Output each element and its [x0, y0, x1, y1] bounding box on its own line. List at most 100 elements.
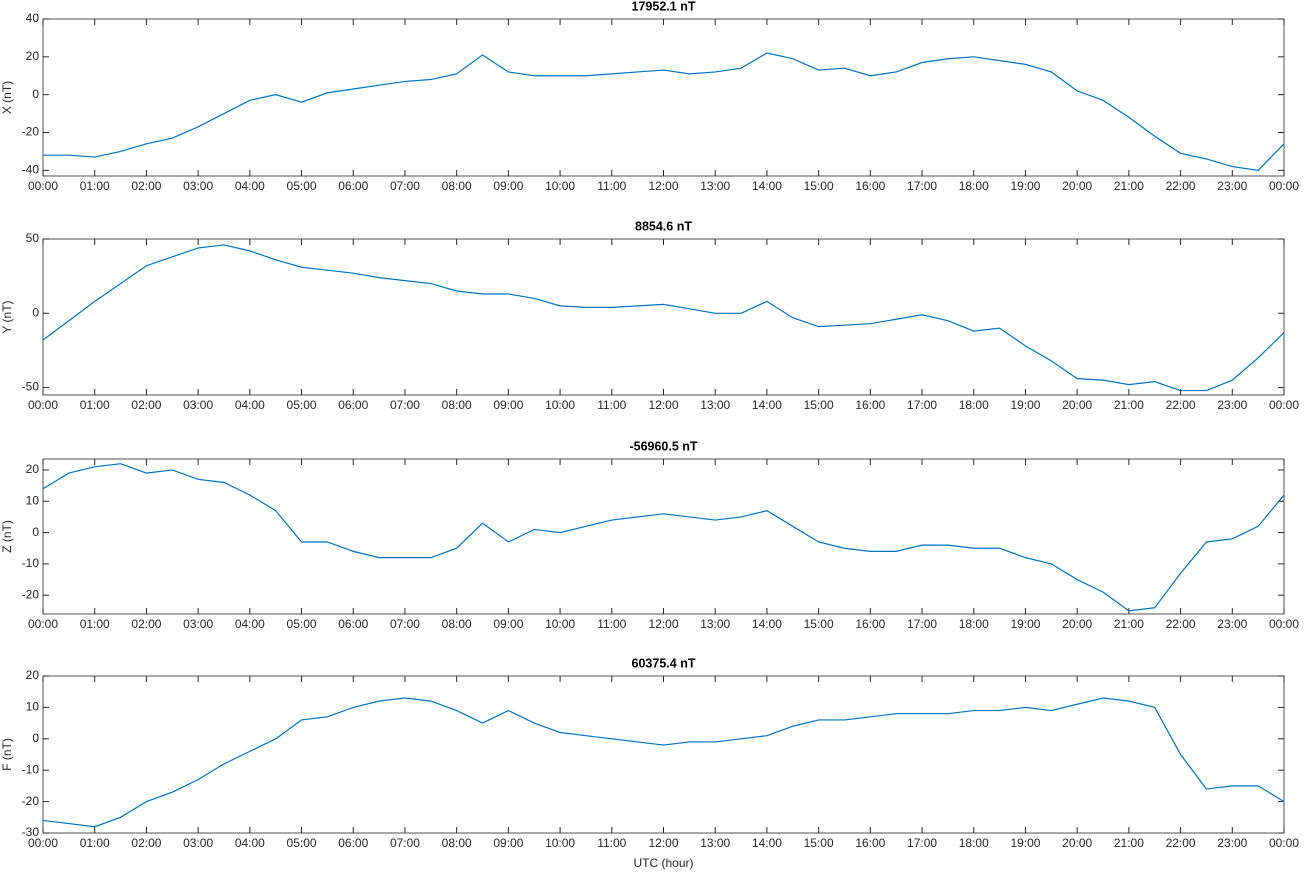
x-tick-label: 00:00 [1269, 617, 1299, 631]
x-tick-label: 12:00 [648, 398, 678, 412]
x-tick-label: 05:00 [287, 398, 317, 412]
data-line [42, 244, 1285, 392]
x-tick-label: 21:00 [1114, 836, 1144, 850]
x-tick-label: 10:00 [545, 836, 575, 850]
x-tick-label: 16:00 [855, 398, 885, 412]
plot-area [42, 675, 1285, 834]
x-tick-label: 01:00 [80, 179, 110, 193]
plot-area [42, 238, 1285, 396]
x-tick-label: 00:00 [1269, 836, 1299, 850]
x-tick-label: 19:00 [1010, 836, 1040, 850]
x-tick-label: 01:00 [80, 836, 110, 850]
x-tick-label: 14:00 [752, 836, 782, 850]
chart-title: 17952.1 nT [632, 0, 696, 13]
x-tick-label: 09:00 [493, 836, 523, 850]
x-tick-label: 08:00 [442, 617, 472, 631]
x-tick-label: 03:00 [183, 617, 213, 631]
x-tick-label: 02:00 [131, 398, 161, 412]
chart-title: 60375.4 nT [632, 656, 696, 670]
y-axis-label: F (nT) [0, 738, 14, 771]
x-tick-label: 08:00 [442, 179, 472, 193]
x-tick-label: 06:00 [338, 398, 368, 412]
chart-title: -56960.5 nT [629, 439, 697, 453]
y-tick-label: 10 [26, 700, 40, 714]
x-tick-label: 00:00 [1269, 398, 1299, 412]
x-tick-label: 04:00 [235, 617, 265, 631]
x-tick-label: 10:00 [545, 179, 575, 193]
x-tick-label: 20:00 [1062, 179, 1092, 193]
data-line [42, 463, 1285, 612]
x-tick-label: 21:00 [1114, 398, 1144, 412]
x-tick-label: 02:00 [131, 179, 161, 193]
x-tick-label: 02:00 [131, 836, 161, 850]
x-tick-label: 10:00 [545, 617, 575, 631]
x-tick-label: 19:00 [1010, 398, 1040, 412]
x-tick-label: 22:00 [1166, 836, 1196, 850]
x-tick-label: 12:00 [648, 617, 678, 631]
plot-area [42, 18, 1285, 177]
x-tick-label: 18:00 [959, 398, 989, 412]
x-tick-label: 10:00 [545, 398, 575, 412]
x-tick-label: 05:00 [287, 617, 317, 631]
x-tick-label: 09:00 [493, 398, 523, 412]
x-tick-label: 00:00 [28, 617, 58, 631]
x-tick-label: 04:00 [235, 179, 265, 193]
x-tick-label: 16:00 [855, 179, 885, 193]
y-axis-label: X (nT) [0, 81, 14, 114]
x-tick-label: 11:00 [597, 398, 626, 412]
y-tick-label: -20 [22, 125, 40, 139]
x-tick-label: 14:00 [752, 398, 782, 412]
x-tick-label: 03:00 [183, 398, 213, 412]
x-tick-label: 20:00 [1062, 617, 1092, 631]
x-tick-label: 18:00 [959, 179, 989, 193]
x-tick-label: 12:00 [648, 836, 678, 850]
x-tick-label: 11:00 [597, 617, 626, 631]
x-tick-label: 16:00 [855, 836, 885, 850]
x-tick-label: 00:00 [28, 179, 58, 193]
y-tick-label: -10 [22, 762, 40, 776]
x-tick-label: 17:00 [907, 836, 937, 850]
y-tick-label: -40 [22, 162, 40, 176]
x-tick-label: 22:00 [1166, 398, 1196, 412]
x-tick-label: 21:00 [1114, 617, 1144, 631]
x-tick-label: 19:00 [1010, 179, 1040, 193]
x-tick-label: 07:00 [390, 179, 420, 193]
x-tick-label: 07:00 [390, 836, 420, 850]
y-tick-label: -10 [22, 556, 40, 570]
x-tick-label: 16:00 [855, 617, 885, 631]
x-tick-label: 15:00 [804, 398, 834, 412]
data-line [43, 52, 1285, 171]
x-tick-label: 05:00 [287, 836, 317, 850]
x-tick-label: 01:00 [80, 398, 110, 412]
y-tick-label: 20 [26, 462, 40, 476]
x-tick-label: 02:00 [131, 617, 161, 631]
x-tick-label: 21:00 [1114, 179, 1144, 193]
x-tick-label: 00:00 [28, 398, 58, 412]
y-tick-label: -20 [22, 587, 40, 601]
x-tick-label: 15:00 [804, 179, 834, 193]
x-tick-label: 22:00 [1166, 617, 1196, 631]
x-tick-label: 07:00 [390, 617, 420, 631]
x-tick-label: 03:00 [183, 836, 213, 850]
y-tick-label: 0 [32, 87, 39, 101]
y-axis-label: Z (nT) [0, 520, 14, 553]
plot-area [42, 458, 1285, 615]
x-tick-label: 04:00 [235, 398, 265, 412]
x-tick-label: 04:00 [235, 836, 265, 850]
x-tick-label: 06:00 [338, 836, 368, 850]
x-tick-label: 17:00 [907, 398, 937, 412]
x-tick-label: 20:00 [1062, 398, 1092, 412]
y-tick-label: 40 [26, 11, 40, 25]
x-tick-label: 13:00 [700, 836, 730, 850]
y-tick-label: 0 [32, 731, 39, 745]
x-tick-label: 20:00 [1062, 836, 1092, 850]
x-tick-label: 00:00 [28, 836, 58, 850]
x-tick-label: 05:00 [287, 179, 317, 193]
x-tick-label: 11:00 [597, 836, 626, 850]
x-tick-label: 06:00 [338, 179, 368, 193]
x-tick-label: 13:00 [700, 398, 730, 412]
x-tick-label: 23:00 [1217, 617, 1247, 631]
x-tick-label: 00:00 [1269, 179, 1299, 193]
x-tick-label: 01:00 [80, 617, 110, 631]
